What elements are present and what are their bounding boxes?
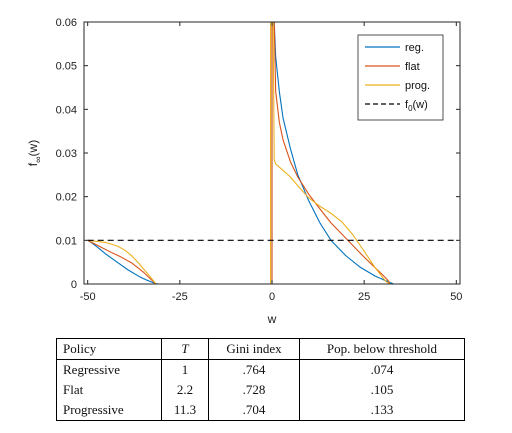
y-tick-label: 0.05 bbox=[56, 61, 77, 73]
cell-t: 2.2 bbox=[161, 380, 209, 400]
x-axis-title: w bbox=[267, 312, 277, 326]
legend-label-flat: flat bbox=[405, 61, 420, 73]
header-pop: Pop. below threshold bbox=[299, 338, 465, 360]
ticks-layer: -50 -25 0 25 50 0 0.01 0.02 0.03 0.04 0.05 0.06 bbox=[56, 17, 463, 303]
cell-pop: .074 bbox=[299, 359, 465, 380]
cell-t: 1 bbox=[161, 359, 209, 380]
legend-label-reg: reg. bbox=[405, 42, 424, 54]
y-tick-label: 0.03 bbox=[56, 148, 77, 160]
cell-policy: Regressive bbox=[56, 359, 162, 380]
y-tick-label: 0.02 bbox=[56, 192, 77, 204]
legend-f0-arg: (w) bbox=[413, 99, 428, 111]
cell-policy: Progressive bbox=[56, 400, 162, 421]
results-table: Policy T Gini index Pop. below threshold… bbox=[56, 338, 465, 421]
cell-gini: .728 bbox=[208, 380, 300, 400]
y-axis-title-arg: (w) bbox=[26, 140, 40, 157]
y-axis-title-main: f bbox=[26, 162, 40, 166]
header-policy: Policy bbox=[56, 338, 162, 360]
x-tick-label: 50 bbox=[450, 291, 462, 303]
x-tick-label: 25 bbox=[358, 291, 370, 303]
y-tick-label: 0.01 bbox=[56, 235, 77, 247]
cell-gini: .764 bbox=[208, 359, 300, 380]
legend-label-prog: prog. bbox=[405, 80, 430, 92]
x-tick-label: -50 bbox=[80, 291, 96, 303]
y-tick-label: 0.04 bbox=[56, 104, 77, 116]
cell-gini: .704 bbox=[208, 400, 300, 421]
y-axis-title: f∞(w) bbox=[26, 140, 43, 166]
table-row: Progressive 11.3 .704 .133 bbox=[56, 400, 465, 421]
cell-policy: Flat bbox=[56, 380, 162, 400]
table-row: Flat 2.2 .728 .105 bbox=[56, 380, 465, 400]
x-tick-label: 0 bbox=[269, 291, 275, 303]
chart: -50 -25 0 25 50 0 0.01 0.02 0.03 0.04 0.05 0.06 w f… bbox=[26, 17, 463, 326]
legend-f0-main: f bbox=[405, 99, 409, 111]
table-header-row: Policy T Gini index Pop. below threshold bbox=[56, 338, 465, 360]
cell-t: 11.3 bbox=[161, 400, 209, 421]
legend-box bbox=[357, 34, 444, 121]
y-tick-label: 0 bbox=[71, 279, 77, 291]
series-layer bbox=[87, 21, 457, 285]
cell-pop: .105 bbox=[299, 380, 465, 400]
legend-f0-sub: 0 bbox=[408, 104, 413, 113]
y-axis-title-sub: ∞ bbox=[33, 156, 43, 162]
y-tick-label: 0.06 bbox=[56, 17, 77, 29]
table-row: Regressive 1 .764 .074 bbox=[56, 359, 465, 380]
x-tick-label: -25 bbox=[172, 291, 188, 303]
header-gini: Gini index bbox=[208, 338, 300, 360]
series-line-prog bbox=[87, 21, 457, 285]
legend-label-f0: f0(w) bbox=[405, 99, 428, 113]
legend: reg. flat prog. f0(w) bbox=[357, 34, 444, 121]
header-t: T bbox=[161, 338, 209, 360]
cell-pop: .133 bbox=[299, 400, 465, 421]
